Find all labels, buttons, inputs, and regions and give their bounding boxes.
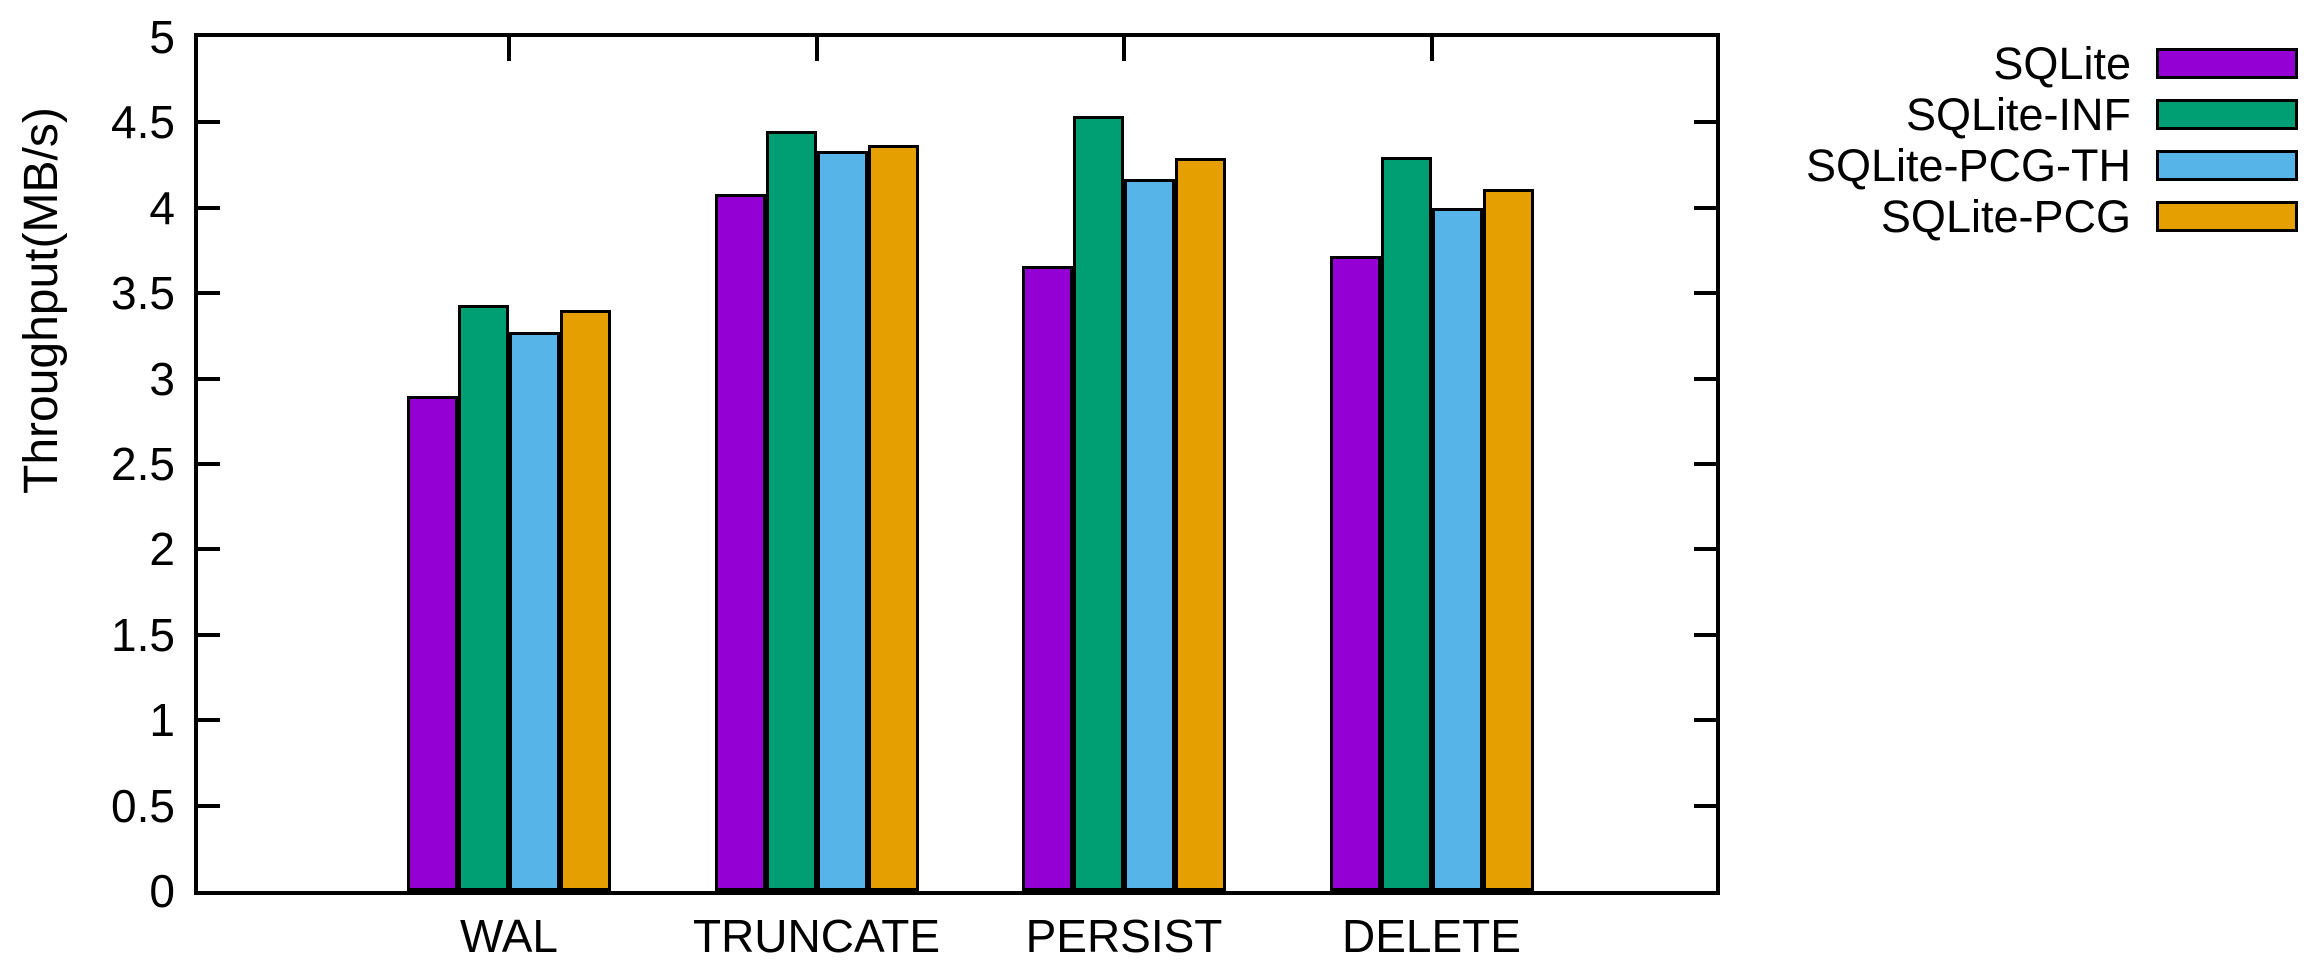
y-axis-tick [198,120,220,125]
bar-delete-sqlite-inf [1380,156,1432,891]
legend-entry: SQLite-PCG [1806,191,2298,242]
bar-wal-sqlite [407,395,458,891]
bar-persist-sqlite [1022,265,1073,891]
legend-label: SQLite-PCG [1880,191,2131,242]
y-axis-tick [198,547,220,552]
y-axis-tick [1694,205,1716,210]
y-axis-tick [1694,718,1716,723]
legend-entry: SQLite [1806,38,2298,89]
y-axis-tick [198,291,220,296]
bar-truncate-sqlite-pcg-th [816,151,868,891]
legend-swatch [2156,48,2298,79]
legend-label: SQLite-INF [1905,89,2131,140]
legend-entry: SQLite-INF [1806,89,2298,140]
y-tick-label: 2.5 [111,438,175,490]
y-axis-tick [198,205,220,210]
x-axis-tick [1122,37,1126,61]
bar-truncate-sqlite-pcg [867,144,919,891]
legend: SQLite SQLite-INF SQLite-PCG-TH SQLite-PCG [1806,38,2298,242]
bar-truncate-sqlite-inf [765,130,817,891]
y-axis-tick [1694,803,1716,808]
x-category-label-delete: DELETE [1342,910,1521,962]
x-axis-tick [1429,37,1434,61]
y-axis-tick [198,462,220,466]
y-tick-label: 3.5 [111,267,175,320]
y-axis-tick [1694,291,1716,296]
bar-wal-sqlite-pcg-th [509,332,560,891]
y-axis-tick [1694,632,1716,637]
bar-wal-sqlite-inf [458,305,509,891]
y-axis-tick [1694,120,1716,125]
bar-persist-sqlite-inf [1073,115,1124,891]
y-axis-tick [1694,547,1716,552]
y-tick-label: 0.5 [111,779,175,832]
x-axis-tick [814,37,819,61]
x-category-label-persist: PERSIST [1025,910,1223,962]
y-tick-label: 1 [149,694,175,747]
bar-delete-sqlite-pcg [1482,189,1534,891]
bar-persist-sqlite-pcg [1175,158,1226,891]
legend-swatch [2156,201,2298,232]
x-category-label-truncate: TRUNCATE [692,910,941,962]
bar-persist-sqlite-pcg-th [1124,178,1175,891]
legend-swatch [2156,150,2298,181]
y-tick-label: 3 [149,352,175,405]
y-tick-label: 0 [149,865,175,917]
y-axis-tick [198,803,220,808]
plot-area [194,33,1720,895]
y-axis-tick [1694,376,1716,381]
y-axis-tick [198,718,220,723]
y-tick-label: 5 [149,11,175,63]
bar-delete-sqlite [1329,255,1381,891]
bar-truncate-sqlite [714,194,766,891]
y-tick-label: 1.5 [111,608,175,661]
legend-label: SQLite-PCG-TH [1805,140,2131,191]
y-tick-label: 4.5 [111,96,175,149]
x-axis-tick [507,37,511,61]
legend-swatch [2156,99,2298,130]
y-tick-label: 4 [149,181,175,234]
y-axis-tick [1694,462,1716,466]
bar-delete-sqlite-pcg-th [1431,207,1483,891]
y-tick-label: 2 [149,523,175,576]
legend-label: SQLite [1993,38,2131,89]
bar-wal-sqlite-pcg [560,310,611,891]
y-axis-tick [198,632,220,637]
x-category-label-wal: WAL [460,910,558,962]
legend-entry: SQLite-PCG-TH [1806,140,2298,191]
y-axis-tick [198,376,220,381]
